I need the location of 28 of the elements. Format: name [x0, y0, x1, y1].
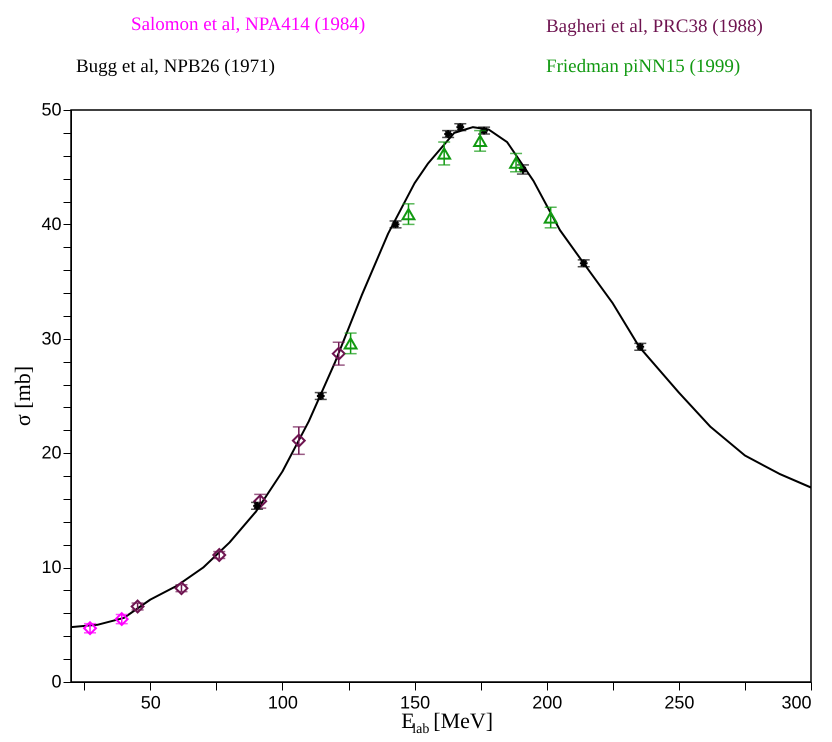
text: Salomon et al, NPA414 (1984)	[131, 14, 366, 35]
x-tick-label: 300	[781, 692, 812, 712]
point	[292, 434, 306, 448]
point	[473, 134, 488, 148]
x-tick-label: 100	[268, 692, 298, 712]
text: Bagheri et al, PRC38 (1988)	[546, 16, 763, 37]
x-tick-label: 150	[400, 692, 430, 712]
x-tick-label: 250	[664, 692, 694, 712]
y-tick-label: 40	[41, 214, 62, 234]
point	[402, 208, 416, 220]
text: Friedman piNN15 (1999)	[546, 56, 740, 77]
y-tick-label: 20	[41, 442, 62, 463]
y-tick-label: 10	[41, 557, 62, 578]
point	[212, 548, 226, 562]
point	[509, 156, 523, 169]
text: Bugg et al, NPB26 (1971)	[76, 56, 275, 77]
point	[544, 211, 558, 224]
point	[174, 581, 188, 596]
y-tick-label: 0	[51, 672, 62, 692]
y-tick-label: 50	[41, 100, 62, 120]
point	[344, 337, 358, 350]
point	[130, 600, 145, 614]
point	[437, 147, 452, 160]
y-axis-title: σ [mb]	[10, 366, 35, 426]
y-tick-label: 30	[41, 328, 62, 348]
x-tick-label: 200	[532, 692, 562, 712]
x-tick-label: 50	[140, 692, 161, 712]
point	[332, 346, 346, 361]
